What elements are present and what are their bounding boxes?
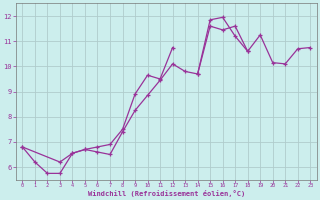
X-axis label: Windchill (Refroidissement éolien,°C): Windchill (Refroidissement éolien,°C) — [88, 190, 245, 197]
